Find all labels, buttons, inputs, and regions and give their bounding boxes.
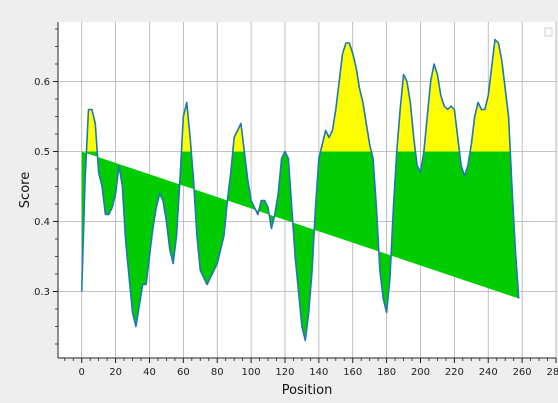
y-tick-label: 0.5 xyxy=(34,147,50,158)
x-axis-label: Position xyxy=(282,383,333,398)
y-tick-label: 0.6 xyxy=(34,77,50,88)
x-tick-label: 200 xyxy=(411,367,430,378)
x-tick-label: 80 xyxy=(211,367,224,378)
x-tick-label: 160 xyxy=(343,367,362,378)
x-tick-label: 140 xyxy=(309,367,328,378)
y-tick-label: 0.3 xyxy=(34,287,50,298)
x-tick-label: 240 xyxy=(479,367,498,378)
y-axis-label: Score xyxy=(18,172,33,208)
x-tick-label: 260 xyxy=(513,367,532,378)
x-tick-label: 220 xyxy=(445,367,464,378)
legend-box xyxy=(544,27,553,37)
x-tick-label: 120 xyxy=(275,367,294,378)
x-tick-label: 280 xyxy=(546,367,558,378)
score-line xyxy=(80,38,520,342)
axes xyxy=(53,22,557,363)
score-line-group xyxy=(80,38,520,342)
tick-labels: 0 20 40 60 80 100 120 140 160 180 200 220 240 260 280 0… xyxy=(34,77,558,378)
x-tick-label: 0 xyxy=(79,367,85,378)
x-tick-label: 100 xyxy=(242,367,261,378)
area-fills xyxy=(81,39,519,341)
x-tick-label: 40 xyxy=(143,367,156,378)
below-baseline-fill xyxy=(81,151,519,341)
x-tick-label: 60 xyxy=(177,367,190,378)
x-tick-label: 180 xyxy=(377,367,396,378)
x-tick-label: 20 xyxy=(109,367,122,378)
above-baseline-fill xyxy=(81,39,519,152)
y-tick-label: 0.4 xyxy=(34,217,50,228)
